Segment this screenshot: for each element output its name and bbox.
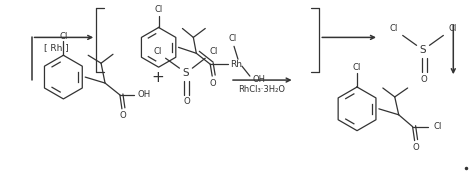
Text: Cl: Cl [353,63,361,72]
Text: Rh: Rh [230,60,242,69]
Text: OH: OH [137,90,150,99]
Text: [ Rh ]: [ Rh ] [44,43,69,52]
Text: O: O [420,75,427,84]
Text: Cl: Cl [229,34,237,43]
Text: S: S [419,45,426,55]
Text: Cl: Cl [155,5,163,14]
Text: RhCl₃·3H₂O: RhCl₃·3H₂O [238,85,285,95]
Text: O: O [119,111,126,120]
Text: Cl: Cl [154,47,162,56]
Text: O: O [412,143,419,152]
Text: Cl: Cl [433,122,442,131]
Text: Cl: Cl [59,32,68,41]
Text: O: O [210,79,217,88]
Text: Cl: Cl [209,47,218,56]
Text: O: O [183,97,190,106]
Text: Cl: Cl [390,24,398,33]
Text: S: S [182,68,189,78]
Text: OH: OH [252,75,265,84]
Text: Cl: Cl [448,24,456,33]
Text: +: + [151,70,164,85]
